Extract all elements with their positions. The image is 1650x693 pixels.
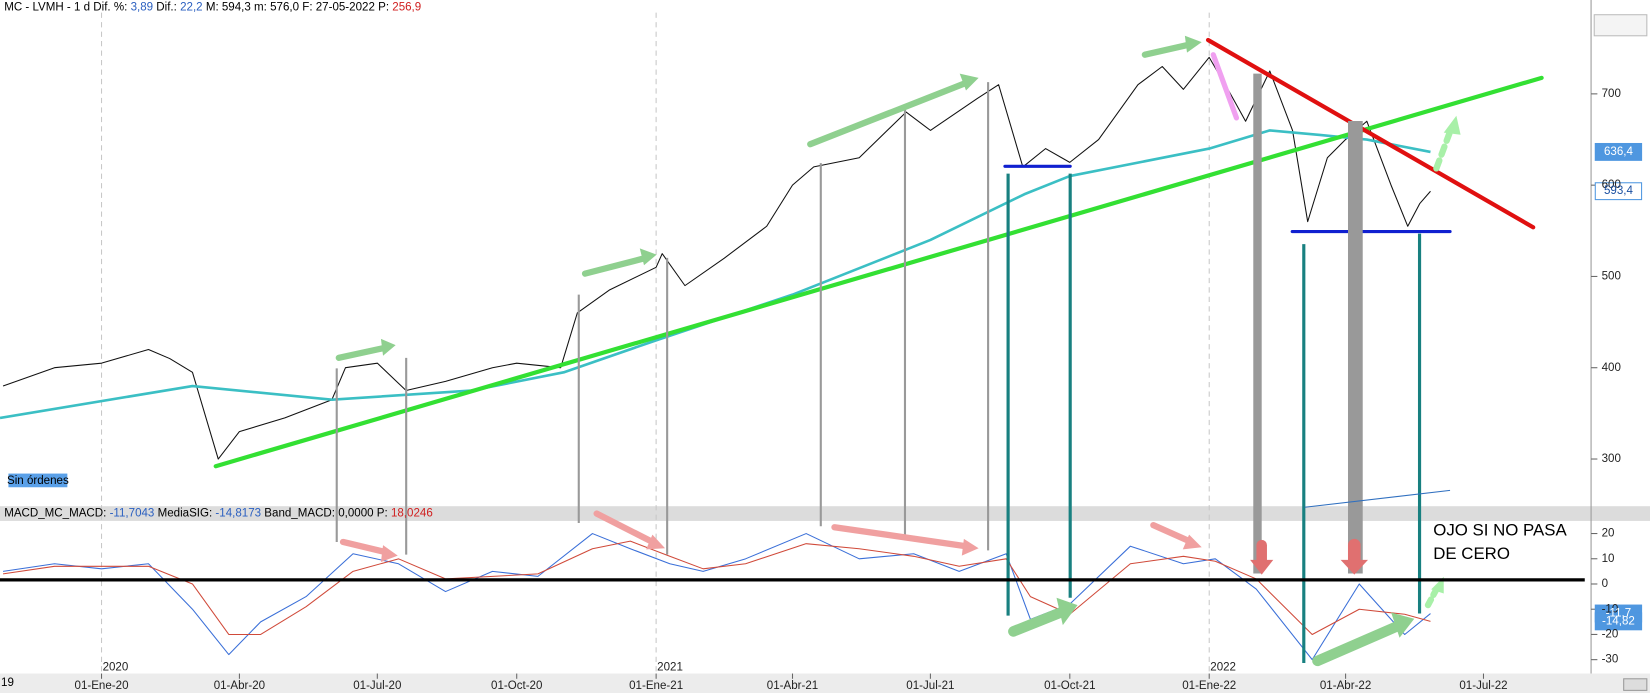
series-line — [0, 129, 1431, 420]
y-tick-label: 700 — [1602, 88, 1621, 100]
header-bar — [0, 0, 1592, 13]
y-tick-label: 500 — [1602, 271, 1621, 283]
axis-widget — [1593, 14, 1648, 37]
y-tick-label: -20 — [1602, 628, 1619, 640]
x-axis-bar — [0, 673, 1650, 693]
annotations — [0, 35, 1585, 667]
series-line — [2, 533, 1431, 661]
axis-widget — [1623, 678, 1648, 691]
macd-header-bar — [0, 506, 1650, 521]
chart-header: MC - LVMH - 1 d Dif. %: 3,89 Dif.: 22,2 … — [4, 1, 421, 13]
y-tick-label: 20 — [1602, 528, 1615, 540]
trend-line — [1304, 489, 1451, 508]
header-part: Dif.: — [156, 1, 177, 13]
header-part: MediaSIG: — [158, 508, 213, 520]
x-tick-label: 01-Jul-22 — [1459, 680, 1507, 692]
orders-label: Sin órdenes — [7, 475, 69, 487]
x-tick-label: 01-Oct-21 — [1044, 680, 1095, 692]
x-tick-label: 01-Ene-20 — [75, 680, 129, 692]
header-part: Band_MACD: 0,0000 — [264, 508, 373, 520]
x-tick-label: 01-Abr-20 — [214, 680, 265, 692]
header-part: -11,7043 — [110, 508, 155, 520]
header-part: F: 27-05-2022 — [302, 1, 375, 13]
annotation-box: OJO SI NO PASA DE CERO — [1433, 521, 1566, 564]
header-part: MACD_MC_MACD: — [4, 508, 106, 520]
x-tick-label: 01-Jul-21 — [906, 680, 954, 692]
y-tick-label: -30 — [1602, 654, 1619, 666]
x-tick-label: 01-Jul-20 — [353, 680, 401, 692]
header-part: 256,9 — [392, 1, 421, 13]
value-tag-label: -11,7 — [1606, 608, 1631, 620]
series-line — [2, 56, 1431, 460]
value-tag-label: 636,4 — [1604, 146, 1634, 158]
value-tag — [1594, 612, 1643, 631]
y-tick-label: -10 — [1602, 603, 1619, 615]
header-part: P: — [378, 1, 389, 13]
trend-line — [1205, 37, 1536, 230]
year-label: 2020 — [103, 661, 129, 673]
y-tick-label: 400 — [1602, 362, 1621, 374]
header-part: m: 576,0 — [254, 1, 299, 13]
header-part: M: 594,3 — [206, 1, 251, 13]
y-tick-label: 600 — [1602, 179, 1621, 191]
guide-lines — [335, 82, 990, 555]
x-tick-label: 01-Ene-21 — [629, 680, 683, 692]
header-part: P: — [377, 508, 388, 520]
grid — [100, 12, 1598, 679]
value-tag — [1594, 182, 1643, 201]
trend-line — [213, 75, 1544, 469]
header-part: MC - LVMH - 1 d — [4, 1, 90, 13]
x-tick-label: 19 — [1, 677, 14, 689]
arrows — [335, 35, 1461, 667]
x-tick-label: 01-Oct-20 — [491, 680, 542, 692]
value-tag-label: -14,82 — [1602, 615, 1635, 627]
value-tag-label: 593,4 — [1604, 185, 1634, 197]
year-label: 2022 — [1210, 661, 1236, 673]
y-tick-label: 0 — [1602, 578, 1608, 590]
signal-lines — [1006, 173, 1422, 664]
x-tick-label: 01-Abr-22 — [1320, 680, 1371, 692]
x-tick-label: 01-Ene-22 — [1182, 680, 1236, 692]
header-part: 3,89 — [131, 1, 154, 13]
value-tag — [1594, 142, 1643, 161]
series-layer — [0, 56, 1643, 661]
header-part: -14,8173 — [215, 508, 261, 520]
year-label: 2021 — [657, 661, 683, 673]
y-tick-label: 10 — [1602, 553, 1615, 565]
y-tick-label: 300 — [1602, 453, 1621, 465]
header-part: 22,2 — [180, 1, 203, 13]
annotation: OJO SI NO PASA DE CERO — [1433, 521, 1566, 564]
orders-badge — [8, 473, 68, 488]
header-part: Dif. %: — [93, 1, 127, 13]
series-line — [2, 540, 1431, 636]
x-tick-label: 01-Abr-21 — [767, 680, 818, 692]
macd-header: MACD_MC_MACD: -11,7043 MediaSIG: -14,817… — [4, 508, 433, 520]
header-part: 18,0246 — [391, 508, 433, 520]
